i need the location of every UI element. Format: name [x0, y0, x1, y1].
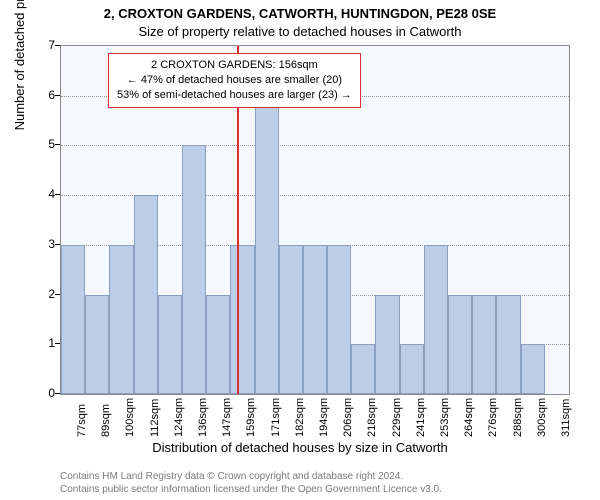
footer-line-2: Contains public sector information licen… — [60, 483, 442, 496]
x-tick-label: 288sqm — [512, 398, 524, 437]
info-box: 2 CROXTON GARDENS: 156sqm ← 47% of detac… — [108, 53, 361, 108]
x-tick-label: 276sqm — [487, 398, 499, 437]
y-tick-label: 2 — [35, 287, 55, 301]
info-line-smaller: ← 47% of detached houses are smaller (20… — [117, 73, 352, 88]
y-tick-label: 3 — [35, 237, 55, 251]
x-tick-label: 100sqm — [124, 398, 136, 437]
y-tick-label: 1 — [35, 336, 55, 350]
histogram-bar — [472, 295, 496, 394]
x-tick-label: 147sqm — [221, 398, 233, 437]
chart-title-address: 2, CROXTON GARDENS, CATWORTH, HUNTINGDON… — [0, 6, 600, 21]
y-tick-label: 4 — [35, 187, 55, 201]
histogram-bar — [230, 245, 254, 394]
y-tick-label: 6 — [35, 88, 55, 102]
histogram-bar — [158, 295, 182, 394]
y-tick-label: 7 — [35, 38, 55, 52]
y-tick-label: 5 — [35, 137, 55, 151]
footer-line-1: Contains HM Land Registry data © Crown c… — [60, 470, 442, 483]
gridline — [61, 145, 569, 146]
histogram-bar — [303, 245, 327, 394]
x-tick-label: 124sqm — [173, 398, 185, 437]
y-tick-label: 0 — [35, 386, 55, 400]
info-line-size: 2 CROXTON GARDENS: 156sqm — [117, 58, 352, 73]
x-tick-label: 229sqm — [391, 398, 403, 437]
histogram-bar — [375, 295, 399, 394]
x-axis-label: Distribution of detached houses by size … — [0, 440, 600, 455]
y-axis-label: Number of detached properties — [12, 0, 27, 130]
histogram-bar — [400, 344, 424, 394]
x-tick-label: 171sqm — [270, 398, 282, 437]
x-tick-label: 264sqm — [463, 398, 475, 437]
info-line-larger: 53% of semi-detached houses are larger (… — [117, 88, 352, 103]
histogram-bar — [255, 96, 279, 394]
histogram-bar — [521, 344, 545, 394]
x-tick-label: 136sqm — [197, 398, 209, 437]
x-tick-label: 311sqm — [560, 399, 572, 437]
histogram-bar — [85, 295, 109, 394]
chart-subtitle: Size of property relative to detached ho… — [0, 24, 600, 39]
x-tick-label: 182sqm — [294, 398, 306, 437]
histogram-bar — [134, 195, 158, 394]
property-size-chart: 2, CROXTON GARDENS, CATWORTH, HUNTINGDON… — [0, 0, 600, 500]
histogram-bar — [279, 245, 303, 394]
histogram-bar — [61, 245, 85, 394]
histogram-bar — [327, 245, 351, 394]
histogram-bar — [206, 295, 230, 394]
histogram-bar — [448, 295, 472, 394]
histogram-bar — [424, 245, 448, 394]
x-tick-label: 112sqm — [149, 399, 161, 437]
x-tick-label: 194sqm — [318, 398, 330, 437]
histogram-bar — [496, 295, 520, 394]
histogram-bar — [351, 344, 375, 394]
x-tick-label: 89sqm — [100, 404, 112, 437]
histogram-bar — [109, 245, 133, 394]
x-tick-label: 159sqm — [245, 398, 257, 437]
x-tick-label: 300sqm — [536, 398, 548, 437]
x-tick-label: 206sqm — [342, 398, 354, 437]
x-tick-label: 77sqm — [76, 404, 88, 437]
x-tick-label: 218sqm — [366, 398, 378, 437]
histogram-bar — [182, 145, 206, 394]
footer-attribution: Contains HM Land Registry data © Crown c… — [60, 470, 442, 496]
x-tick-label: 241sqm — [415, 398, 427, 437]
x-tick-label: 253sqm — [439, 398, 451, 437]
